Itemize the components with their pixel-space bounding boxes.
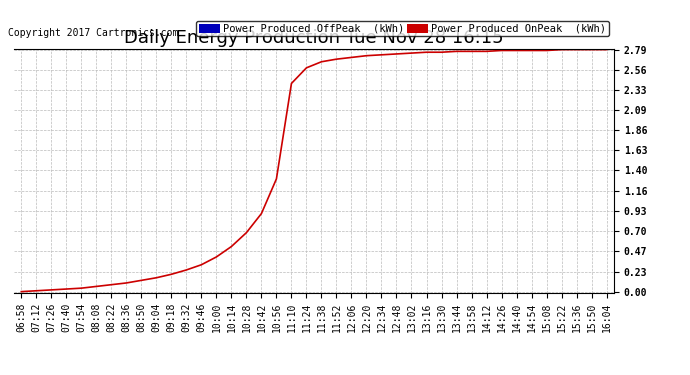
Legend: Power Produced OffPeak  (kWh), Power Produced OnPeak  (kWh): Power Produced OffPeak (kWh), Power Prod… — [197, 21, 609, 36]
Text: Copyright 2017 Cartronics.com: Copyright 2017 Cartronics.com — [8, 28, 178, 38]
Title: Daily Energy Production Tue Nov 28 16:15: Daily Energy Production Tue Nov 28 16:15 — [124, 29, 504, 47]
